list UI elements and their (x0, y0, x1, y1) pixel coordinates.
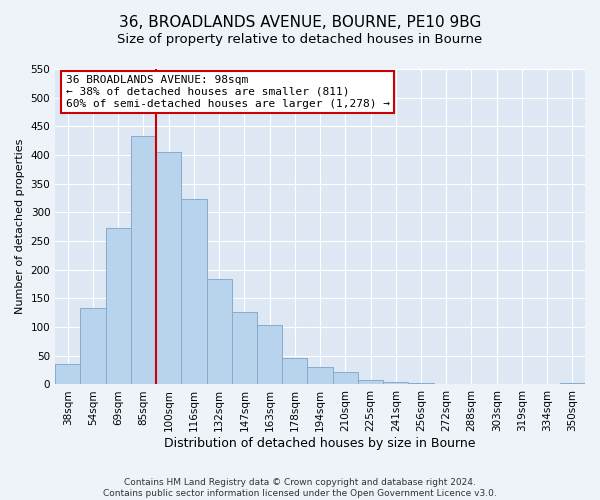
Bar (332, 372, 358, 384)
Bar (257, 326, 282, 384)
Y-axis label: Number of detached properties: Number of detached properties (15, 139, 25, 314)
Bar (55, 364, 80, 384)
Bar (156, 152, 181, 384)
Text: Contains HM Land Registry data © Crown copyright and database right 2024.
Contai: Contains HM Land Registry data © Crown c… (103, 478, 497, 498)
Bar (232, 312, 257, 384)
Bar (560, 382, 585, 384)
Text: Size of property relative to detached houses in Bourne: Size of property relative to detached ho… (118, 32, 482, 46)
Bar (80, 308, 106, 384)
Bar (307, 368, 332, 384)
Text: 36 BROADLANDS AVENUE: 98sqm
← 38% of detached houses are smaller (811)
60% of se: 36 BROADLANDS AVENUE: 98sqm ← 38% of det… (66, 76, 390, 108)
Bar (106, 228, 131, 384)
Bar (383, 382, 409, 384)
Bar (282, 358, 307, 384)
Bar (181, 199, 206, 384)
X-axis label: Distribution of detached houses by size in Bourne: Distribution of detached houses by size … (164, 437, 476, 450)
Text: 36, BROADLANDS AVENUE, BOURNE, PE10 9BG: 36, BROADLANDS AVENUE, BOURNE, PE10 9BG (119, 15, 481, 30)
Bar (358, 380, 383, 384)
Bar (131, 136, 156, 384)
Bar (206, 280, 232, 384)
